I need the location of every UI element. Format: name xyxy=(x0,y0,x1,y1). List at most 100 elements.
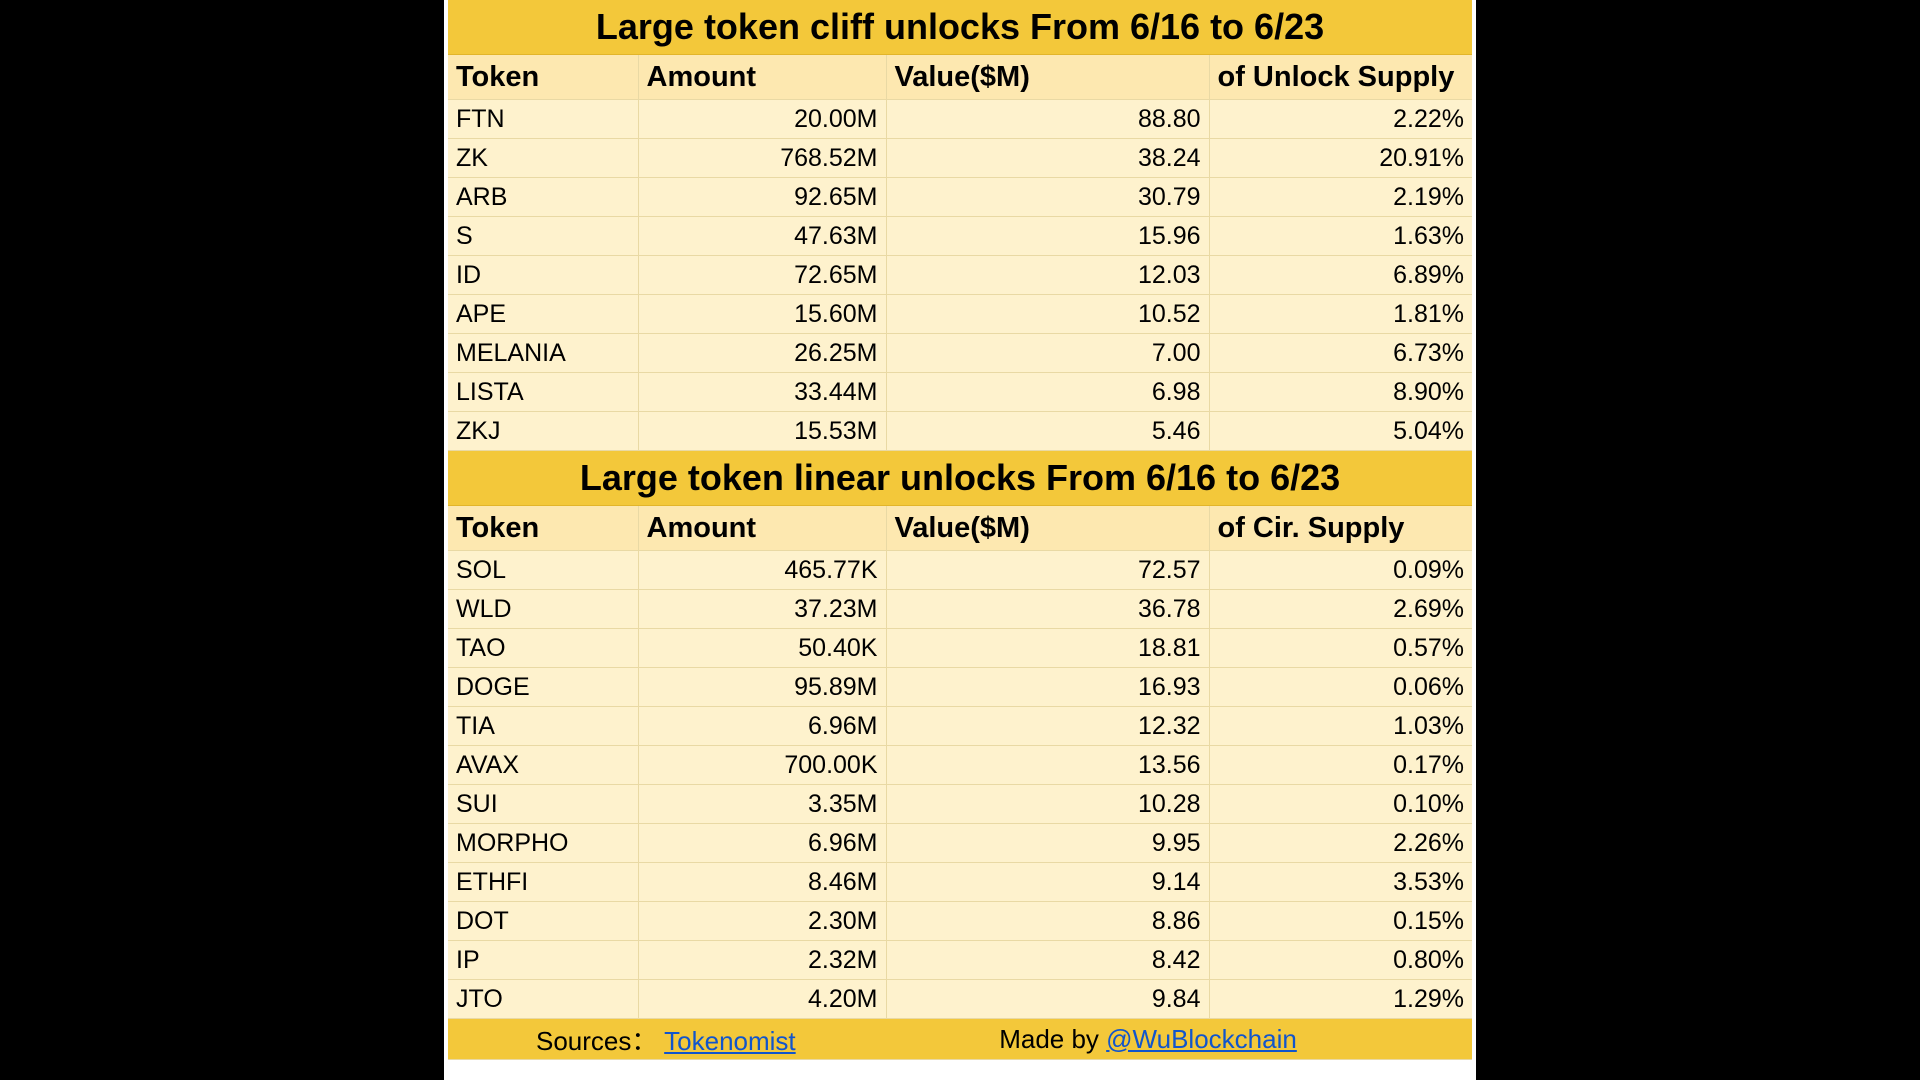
amount-cell: 8.46M xyxy=(638,862,887,902)
table-row: ETHFI 8.46M 9.14 3.53% xyxy=(448,862,1473,902)
token-cell: SOL xyxy=(448,550,639,590)
supply-cell: 1.29% xyxy=(1209,979,1473,1019)
value-cell: 6.98 xyxy=(886,372,1210,412)
value-cell: 36.78 xyxy=(886,589,1210,629)
value-cell: 10.28 xyxy=(886,784,1210,824)
value-cell: 9.84 xyxy=(886,979,1210,1019)
table-row: SOL 465.77K 72.57 0.09% xyxy=(448,550,1473,590)
value-cell: 88.80 xyxy=(886,99,1210,139)
cliff-header-token: Token xyxy=(448,54,639,100)
table-row: IP 2.32M 8.42 0.80% xyxy=(448,940,1473,980)
amount-cell: 92.65M xyxy=(638,177,887,217)
sources-label: Sources： xyxy=(536,1025,658,1056)
supply-cell: 2.69% xyxy=(1209,589,1473,629)
token-cell: TAO xyxy=(448,628,639,668)
token-cell: FTN xyxy=(448,99,639,139)
supply-cell: 0.57% xyxy=(1209,628,1473,668)
token-cell: ARB xyxy=(448,177,639,217)
value-cell: 10.52 xyxy=(886,294,1210,334)
value-cell: 5.46 xyxy=(886,411,1210,451)
token-cell: JTO xyxy=(448,979,639,1019)
made-by-label: Made by xyxy=(999,1023,1107,1054)
supply-cell: 5.04% xyxy=(1209,411,1473,451)
supply-cell: 1.63% xyxy=(1209,216,1473,256)
token-cell: DOGE xyxy=(448,667,639,707)
table-row: DOT 2.30M 8.86 0.15% xyxy=(448,901,1473,941)
token-cell: ETHFI xyxy=(448,862,639,902)
supply-cell: 0.09% xyxy=(1209,550,1473,590)
linear-title: Large token linear unlocks From 6/16 to … xyxy=(448,450,1473,506)
value-cell: 13.56 xyxy=(886,745,1210,785)
table-row: MORPHO 6.96M 9.95 2.26% xyxy=(448,823,1473,863)
table-row: MELANIA 26.25M 7.00 6.73% xyxy=(448,333,1473,373)
token-cell: DOT xyxy=(448,901,639,941)
amount-cell: 2.30M xyxy=(638,901,887,941)
value-cell: 7.00 xyxy=(886,333,1210,373)
supply-cell: 8.90% xyxy=(1209,372,1473,412)
amount-cell: 700.00K xyxy=(638,745,887,785)
token-cell: AVAX xyxy=(448,745,639,785)
footer-row: Sources： Tokenomist Made by @WuBlockchai… xyxy=(448,1018,1473,1060)
token-cell: WLD xyxy=(448,589,639,629)
token-cell: ZK xyxy=(448,138,639,178)
tokenomist-link[interactable]: Tokenomist xyxy=(664,1025,796,1056)
linear-title-row: Large token linear unlocks From 6/16 to … xyxy=(448,450,1473,506)
linear-header-amount: Amount xyxy=(638,505,887,551)
token-cell: LISTA xyxy=(448,372,639,412)
supply-cell: 3.53% xyxy=(1209,862,1473,902)
amount-cell: 33.44M xyxy=(638,372,887,412)
value-cell: 8.86 xyxy=(886,901,1210,941)
cliff-title: Large token cliff unlocks From 6/16 to 6… xyxy=(448,0,1473,55)
table-row: ARB 92.65M 30.79 2.19% xyxy=(448,177,1473,217)
footer-made-by: Made by @WuBlockchain xyxy=(886,1018,1473,1060)
token-cell: S xyxy=(448,216,639,256)
unlock-table: Large token cliff unlocks From 6/16 to 6… xyxy=(448,0,1473,1060)
amount-cell: 768.52M xyxy=(638,138,887,178)
amount-cell: 47.63M xyxy=(638,216,887,256)
value-cell: 9.95 xyxy=(886,823,1210,863)
token-cell: TIA xyxy=(448,706,639,746)
table-row: JTO 4.20M 9.84 1.29% xyxy=(448,979,1473,1019)
amount-cell: 15.60M xyxy=(638,294,887,334)
supply-cell: 2.19% xyxy=(1209,177,1473,217)
supply-cell: 0.06% xyxy=(1209,667,1473,707)
amount-cell: 6.96M xyxy=(638,706,887,746)
table-row: FTN 20.00M 88.80 2.22% xyxy=(448,99,1473,139)
amount-cell: 20.00M xyxy=(638,99,887,139)
token-cell: SUI xyxy=(448,784,639,824)
wublockchain-link[interactable]: @WuBlockchain xyxy=(1106,1023,1297,1054)
supply-cell: 6.89% xyxy=(1209,255,1473,295)
table-row: LISTA 33.44M 6.98 8.90% xyxy=(448,372,1473,412)
supply-cell: 0.10% xyxy=(1209,784,1473,824)
cliff-header-row: Token Amount Value($M) of Unlock Supply xyxy=(448,54,1473,100)
amount-cell: 15.53M xyxy=(638,411,887,451)
supply-cell: 0.17% xyxy=(1209,745,1473,785)
supply-cell: 2.22% xyxy=(1209,99,1473,139)
value-cell: 9.14 xyxy=(886,862,1210,902)
amount-cell: 4.20M xyxy=(638,979,887,1019)
token-cell: ZKJ xyxy=(448,411,639,451)
table-row: ZK 768.52M 38.24 20.91% xyxy=(448,138,1473,178)
cliff-header-value: Value($M) xyxy=(886,54,1210,100)
table-row: DOGE 95.89M 16.93 0.06% xyxy=(448,667,1473,707)
supply-cell: 6.73% xyxy=(1209,333,1473,373)
value-cell: 72.57 xyxy=(886,550,1210,590)
cliff-header-supply: of Unlock Supply xyxy=(1209,54,1473,100)
supply-cell: 1.81% xyxy=(1209,294,1473,334)
supply-cell: 0.15% xyxy=(1209,901,1473,941)
value-cell: 18.81 xyxy=(886,628,1210,668)
linear-header-value: Value($M) xyxy=(886,505,1210,551)
amount-cell: 72.65M xyxy=(638,255,887,295)
table-row: ID 72.65M 12.03 6.89% xyxy=(448,255,1473,295)
amount-cell: 37.23M xyxy=(638,589,887,629)
linear-header-row: Token Amount Value($M) of Cir. Supply xyxy=(448,505,1473,551)
table-row: ZKJ 15.53M 5.46 5.04% xyxy=(448,411,1473,451)
linear-header-token: Token xyxy=(448,505,639,551)
amount-cell: 465.77K xyxy=(638,550,887,590)
table-row: S 47.63M 15.96 1.63% xyxy=(448,216,1473,256)
value-cell: 16.93 xyxy=(886,667,1210,707)
amount-cell: 2.32M xyxy=(638,940,887,980)
linear-header-supply: of Cir. Supply xyxy=(1209,505,1473,551)
value-cell: 38.24 xyxy=(886,138,1210,178)
supply-cell: 0.80% xyxy=(1209,940,1473,980)
